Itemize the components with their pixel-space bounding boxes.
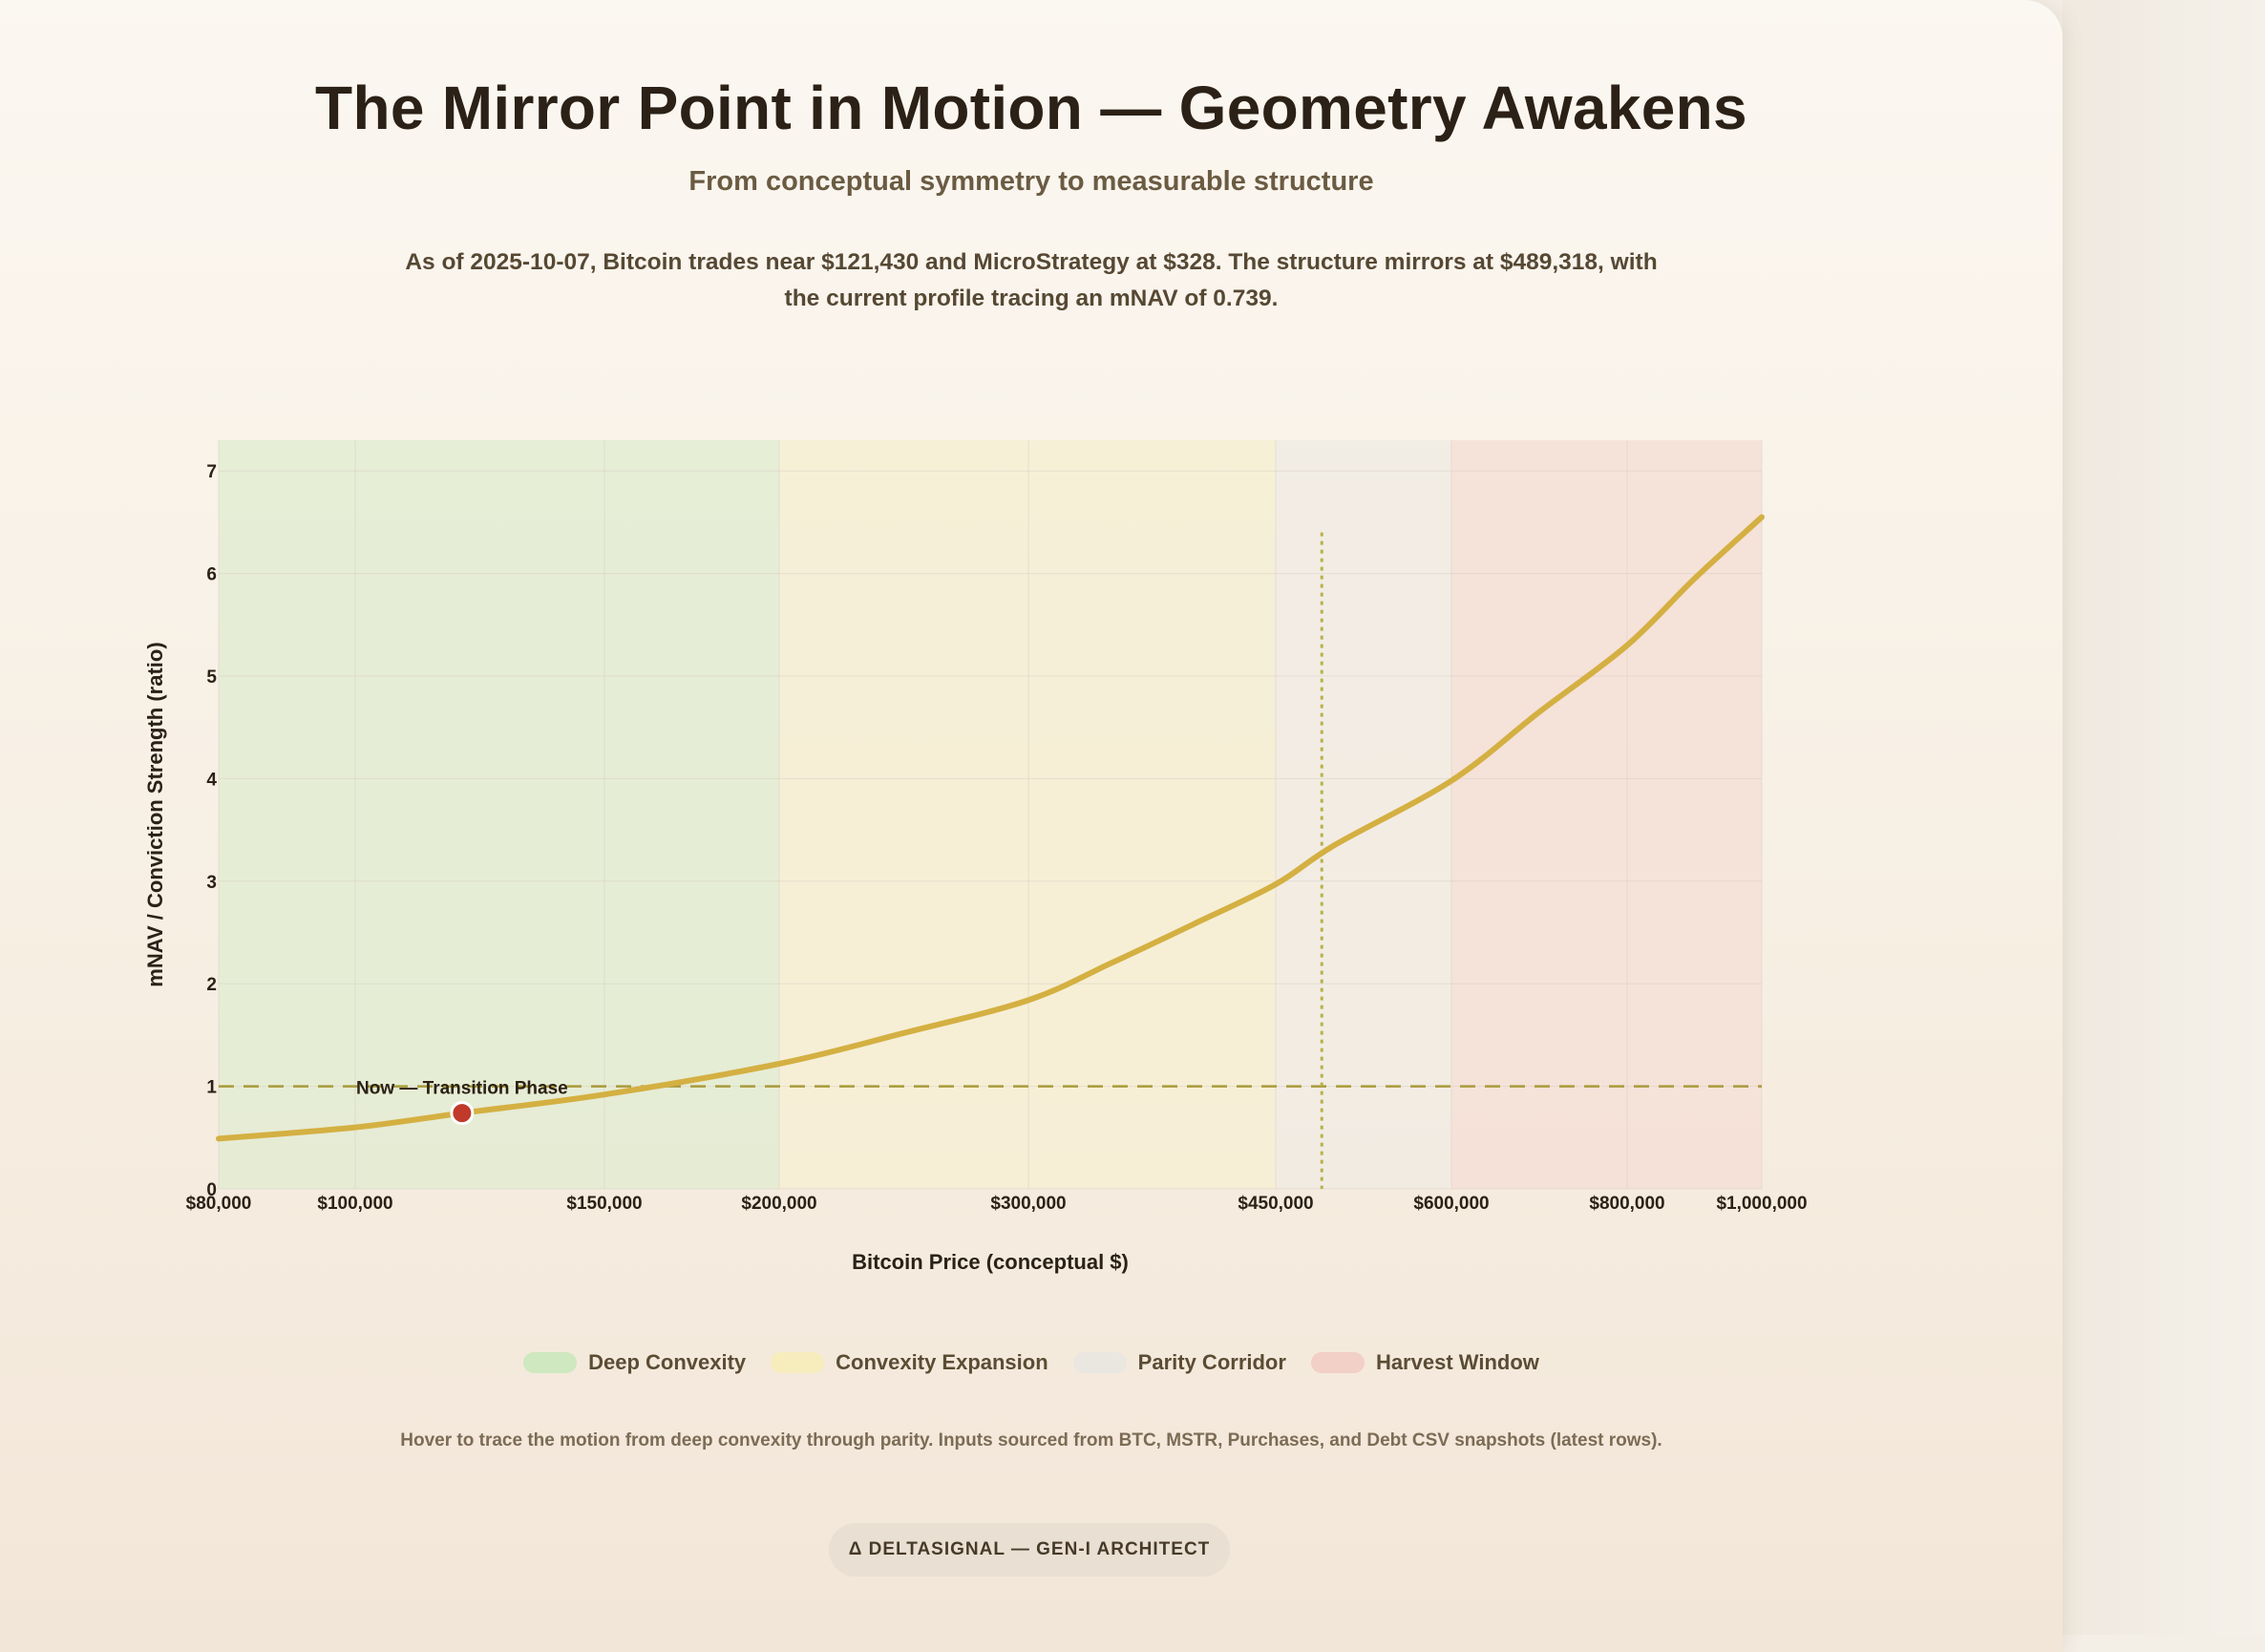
zone-parity-corridor[interactable] bbox=[1276, 440, 1451, 1189]
background-strip bbox=[2063, 0, 2265, 1635]
legend-item-harvest-window[interactable]: Harvest Window bbox=[1310, 1350, 1539, 1375]
author-badge[interactable]: Δ DELTASIGNAL — GEN-I ARCHITECT bbox=[829, 1523, 1230, 1577]
x-tick-label: $600,000 bbox=[1413, 1194, 1489, 1214]
y-tick-label: 2 bbox=[206, 975, 217, 995]
market-summary: As of 2025-10-07, Bitcoin trades near $1… bbox=[405, 249, 1658, 311]
legend-swatch bbox=[1072, 1352, 1127, 1373]
mnav-curve[interactable] bbox=[216, 514, 1765, 1142]
legend-label: Deep Convexity bbox=[588, 1350, 747, 1374]
zone-harvest-window[interactable] bbox=[1451, 440, 1762, 1189]
x-tick-label: $300,000 bbox=[990, 1194, 1066, 1214]
y-tick-label: 1 bbox=[206, 1078, 217, 1098]
x-tick-label: $150,000 bbox=[566, 1194, 642, 1214]
x-tick-label: $800,000 bbox=[1589, 1194, 1664, 1214]
series-layer bbox=[216, 514, 1765, 1142]
x-tick-label: $1,000,000 bbox=[1716, 1194, 1807, 1214]
y-tick-label: 6 bbox=[206, 565, 217, 585]
chart-legend: Deep Convexity Convexity Expansion Parit… bbox=[0, 1350, 2063, 1375]
mnav-chart[interactable]: Now — Transition Phase 0 1 2 3 4 5 6 7 $80,000 $1… bbox=[0, 0, 2063, 1337]
x-tick-label: $200,000 bbox=[741, 1194, 816, 1214]
legend-label: Parity Corridor bbox=[1137, 1350, 1286, 1374]
x-axis-label: Bitcoin Price (conceptual $) bbox=[852, 1250, 1129, 1274]
zone-deep-convexity[interactable] bbox=[219, 440, 779, 1189]
y-tick-label: 0 bbox=[206, 1180, 217, 1200]
x-tick-label: $450,000 bbox=[1238, 1194, 1313, 1214]
legend-swatch bbox=[1310, 1352, 1365, 1373]
y-tick-label: 3 bbox=[206, 873, 217, 893]
y-tick-label: 4 bbox=[206, 770, 217, 790]
current-point-marker[interactable] bbox=[450, 1101, 475, 1126]
legend-item-deep-convexity[interactable]: Deep Convexity bbox=[523, 1350, 746, 1375]
page-subtitle: From conceptual symmetry to measurable s… bbox=[688, 166, 1374, 197]
legend-swatch bbox=[771, 1352, 825, 1373]
tick-labels: 0 1 2 3 4 5 6 7 $80,000 $100,000 $150,000 $200,000 $… bbox=[186, 462, 1808, 1214]
legend-item-parity-corridor[interactable]: Parity Corridor bbox=[1072, 1350, 1286, 1375]
current-point-label: Now — Transition Phase bbox=[356, 1079, 568, 1099]
marker-layer: Now — Transition Phase bbox=[356, 1079, 568, 1126]
zone-convexity-expansion[interactable] bbox=[779, 440, 1276, 1189]
y-axis-label: mNAV / Conviction Strength (ratio) bbox=[143, 642, 167, 986]
y-tick-label: 5 bbox=[206, 667, 217, 688]
zones-layer bbox=[219, 440, 1762, 1189]
main-card: The Mirror Point in Motion — Geometry Aw… bbox=[0, 0, 2063, 1652]
x-tick-label: $100,000 bbox=[317, 1194, 392, 1214]
reference-lines bbox=[219, 532, 1762, 1189]
y-tick-label: 7 bbox=[206, 462, 217, 482]
chart-footnote: Hover to trace the motion from deep conv… bbox=[400, 1430, 1662, 1451]
legend-label: Harvest Window bbox=[1375, 1350, 1539, 1374]
legend-label: Convexity Expansion bbox=[836, 1350, 1048, 1374]
legend-swatch bbox=[523, 1352, 578, 1373]
legend-item-convexity-expansion[interactable]: Convexity Expansion bbox=[771, 1350, 1048, 1375]
page-title: The Mirror Point in Motion — Geometry Aw… bbox=[315, 74, 1747, 142]
x-tick-label: $80,000 bbox=[186, 1194, 252, 1214]
